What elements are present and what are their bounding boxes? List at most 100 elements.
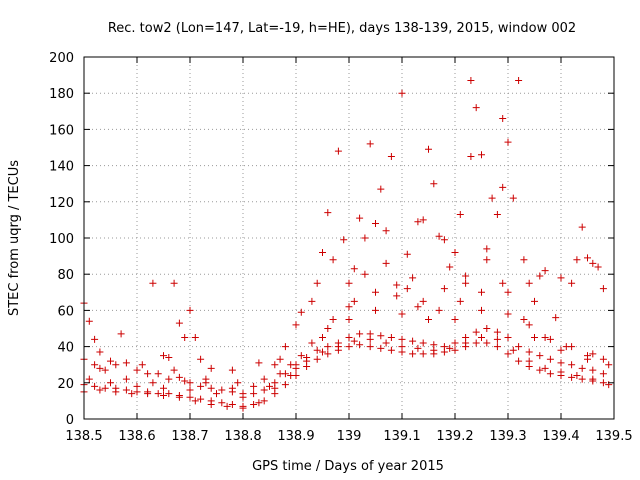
data-point <box>419 339 427 347</box>
data-point <box>218 386 226 394</box>
data-point <box>345 315 353 323</box>
data-point <box>181 377 189 385</box>
x-tick-label: 138.7 <box>171 429 208 444</box>
data-point <box>250 382 258 390</box>
data-point <box>186 386 194 394</box>
data-point <box>361 270 369 278</box>
data-point <box>387 346 395 354</box>
x-tick-label: 139.3 <box>489 429 526 444</box>
data-point <box>483 325 491 332</box>
data-point <box>589 366 597 374</box>
data-point <box>350 265 358 273</box>
data-point <box>202 379 210 387</box>
data-point <box>393 281 401 289</box>
data-point <box>345 334 353 342</box>
data-point <box>509 194 517 202</box>
data-point <box>589 350 597 358</box>
x-tick-label: 139.4 <box>542 429 579 444</box>
x-tick-label: 139.5 <box>595 429 632 444</box>
data-point <box>605 361 613 369</box>
data-point <box>557 359 565 367</box>
x-tick-label: 138.5 <box>65 429 102 444</box>
data-point <box>334 343 342 351</box>
data-point <box>356 330 364 338</box>
data-point <box>377 185 385 193</box>
data-point <box>578 364 586 372</box>
x-tick-label: 138.6 <box>118 429 155 444</box>
data-point <box>430 180 438 188</box>
data-point <box>599 285 607 293</box>
data-point <box>578 223 586 231</box>
data-point <box>149 279 157 287</box>
data-point <box>313 279 321 287</box>
data-point <box>546 370 554 378</box>
data-point <box>478 288 485 296</box>
data-point <box>483 245 491 253</box>
data-point <box>451 339 459 347</box>
data-point <box>372 306 379 314</box>
data-point <box>599 370 607 378</box>
data-point <box>414 218 422 226</box>
data-point <box>91 335 99 343</box>
data-point <box>191 334 199 342</box>
data-point <box>382 259 390 267</box>
data-point <box>138 361 146 369</box>
data-point <box>504 350 512 358</box>
data-point <box>557 274 565 282</box>
data-point <box>531 334 538 342</box>
y-tick-label: 60 <box>57 304 74 319</box>
data-point <box>504 334 512 342</box>
data-point <box>297 308 305 316</box>
data-point <box>393 292 401 300</box>
data-point <box>112 361 120 369</box>
data-point <box>499 115 507 123</box>
data-point <box>509 346 517 354</box>
chart-title: Rec. tow2 (Lon=147, Lat=-19, h=HE), days… <box>108 21 576 36</box>
data-point <box>260 397 268 405</box>
data-point <box>324 343 332 351</box>
data-point <box>324 350 332 358</box>
y-tick-label: 200 <box>49 51 74 66</box>
data-point <box>451 248 459 256</box>
x-tick-label: 139.1 <box>383 429 420 444</box>
data-point <box>377 344 385 352</box>
data-point <box>276 355 284 363</box>
data-point <box>382 227 390 235</box>
data-point <box>366 343 374 351</box>
data-point <box>165 390 173 398</box>
data-point <box>446 344 454 352</box>
data-point <box>207 384 215 392</box>
data-point <box>287 372 295 380</box>
data-point <box>573 372 581 380</box>
data-point <box>186 306 194 314</box>
data-point <box>260 375 268 383</box>
data-point <box>107 357 114 365</box>
axis-tick-labels: 138.5 138.6 138.7 138.8 138.9 139 139.1 139.2 13… <box>49 51 632 444</box>
data-point <box>334 147 342 155</box>
y-tick-label: 100 <box>49 232 74 247</box>
data-point <box>91 361 99 369</box>
data-point <box>446 263 454 271</box>
data-point <box>599 355 607 363</box>
data-point <box>324 325 332 332</box>
data-point <box>160 384 167 392</box>
data-point <box>387 334 395 342</box>
data-point <box>414 344 422 352</box>
data-point <box>425 315 432 323</box>
y-tick-label: 0 <box>66 413 74 428</box>
data-point <box>578 375 586 383</box>
data-point <box>546 355 554 363</box>
data-point <box>297 352 305 360</box>
data-point <box>584 352 591 360</box>
data-point <box>478 306 485 314</box>
data-point <box>435 306 443 314</box>
data-point <box>493 343 501 351</box>
data-point <box>515 77 523 85</box>
data-point <box>435 232 443 240</box>
data-point <box>557 368 565 376</box>
data-point <box>96 386 104 394</box>
data-point <box>255 359 263 367</box>
data-point <box>515 357 523 365</box>
y-tick-label: 40 <box>57 341 74 356</box>
data-point <box>387 153 395 161</box>
